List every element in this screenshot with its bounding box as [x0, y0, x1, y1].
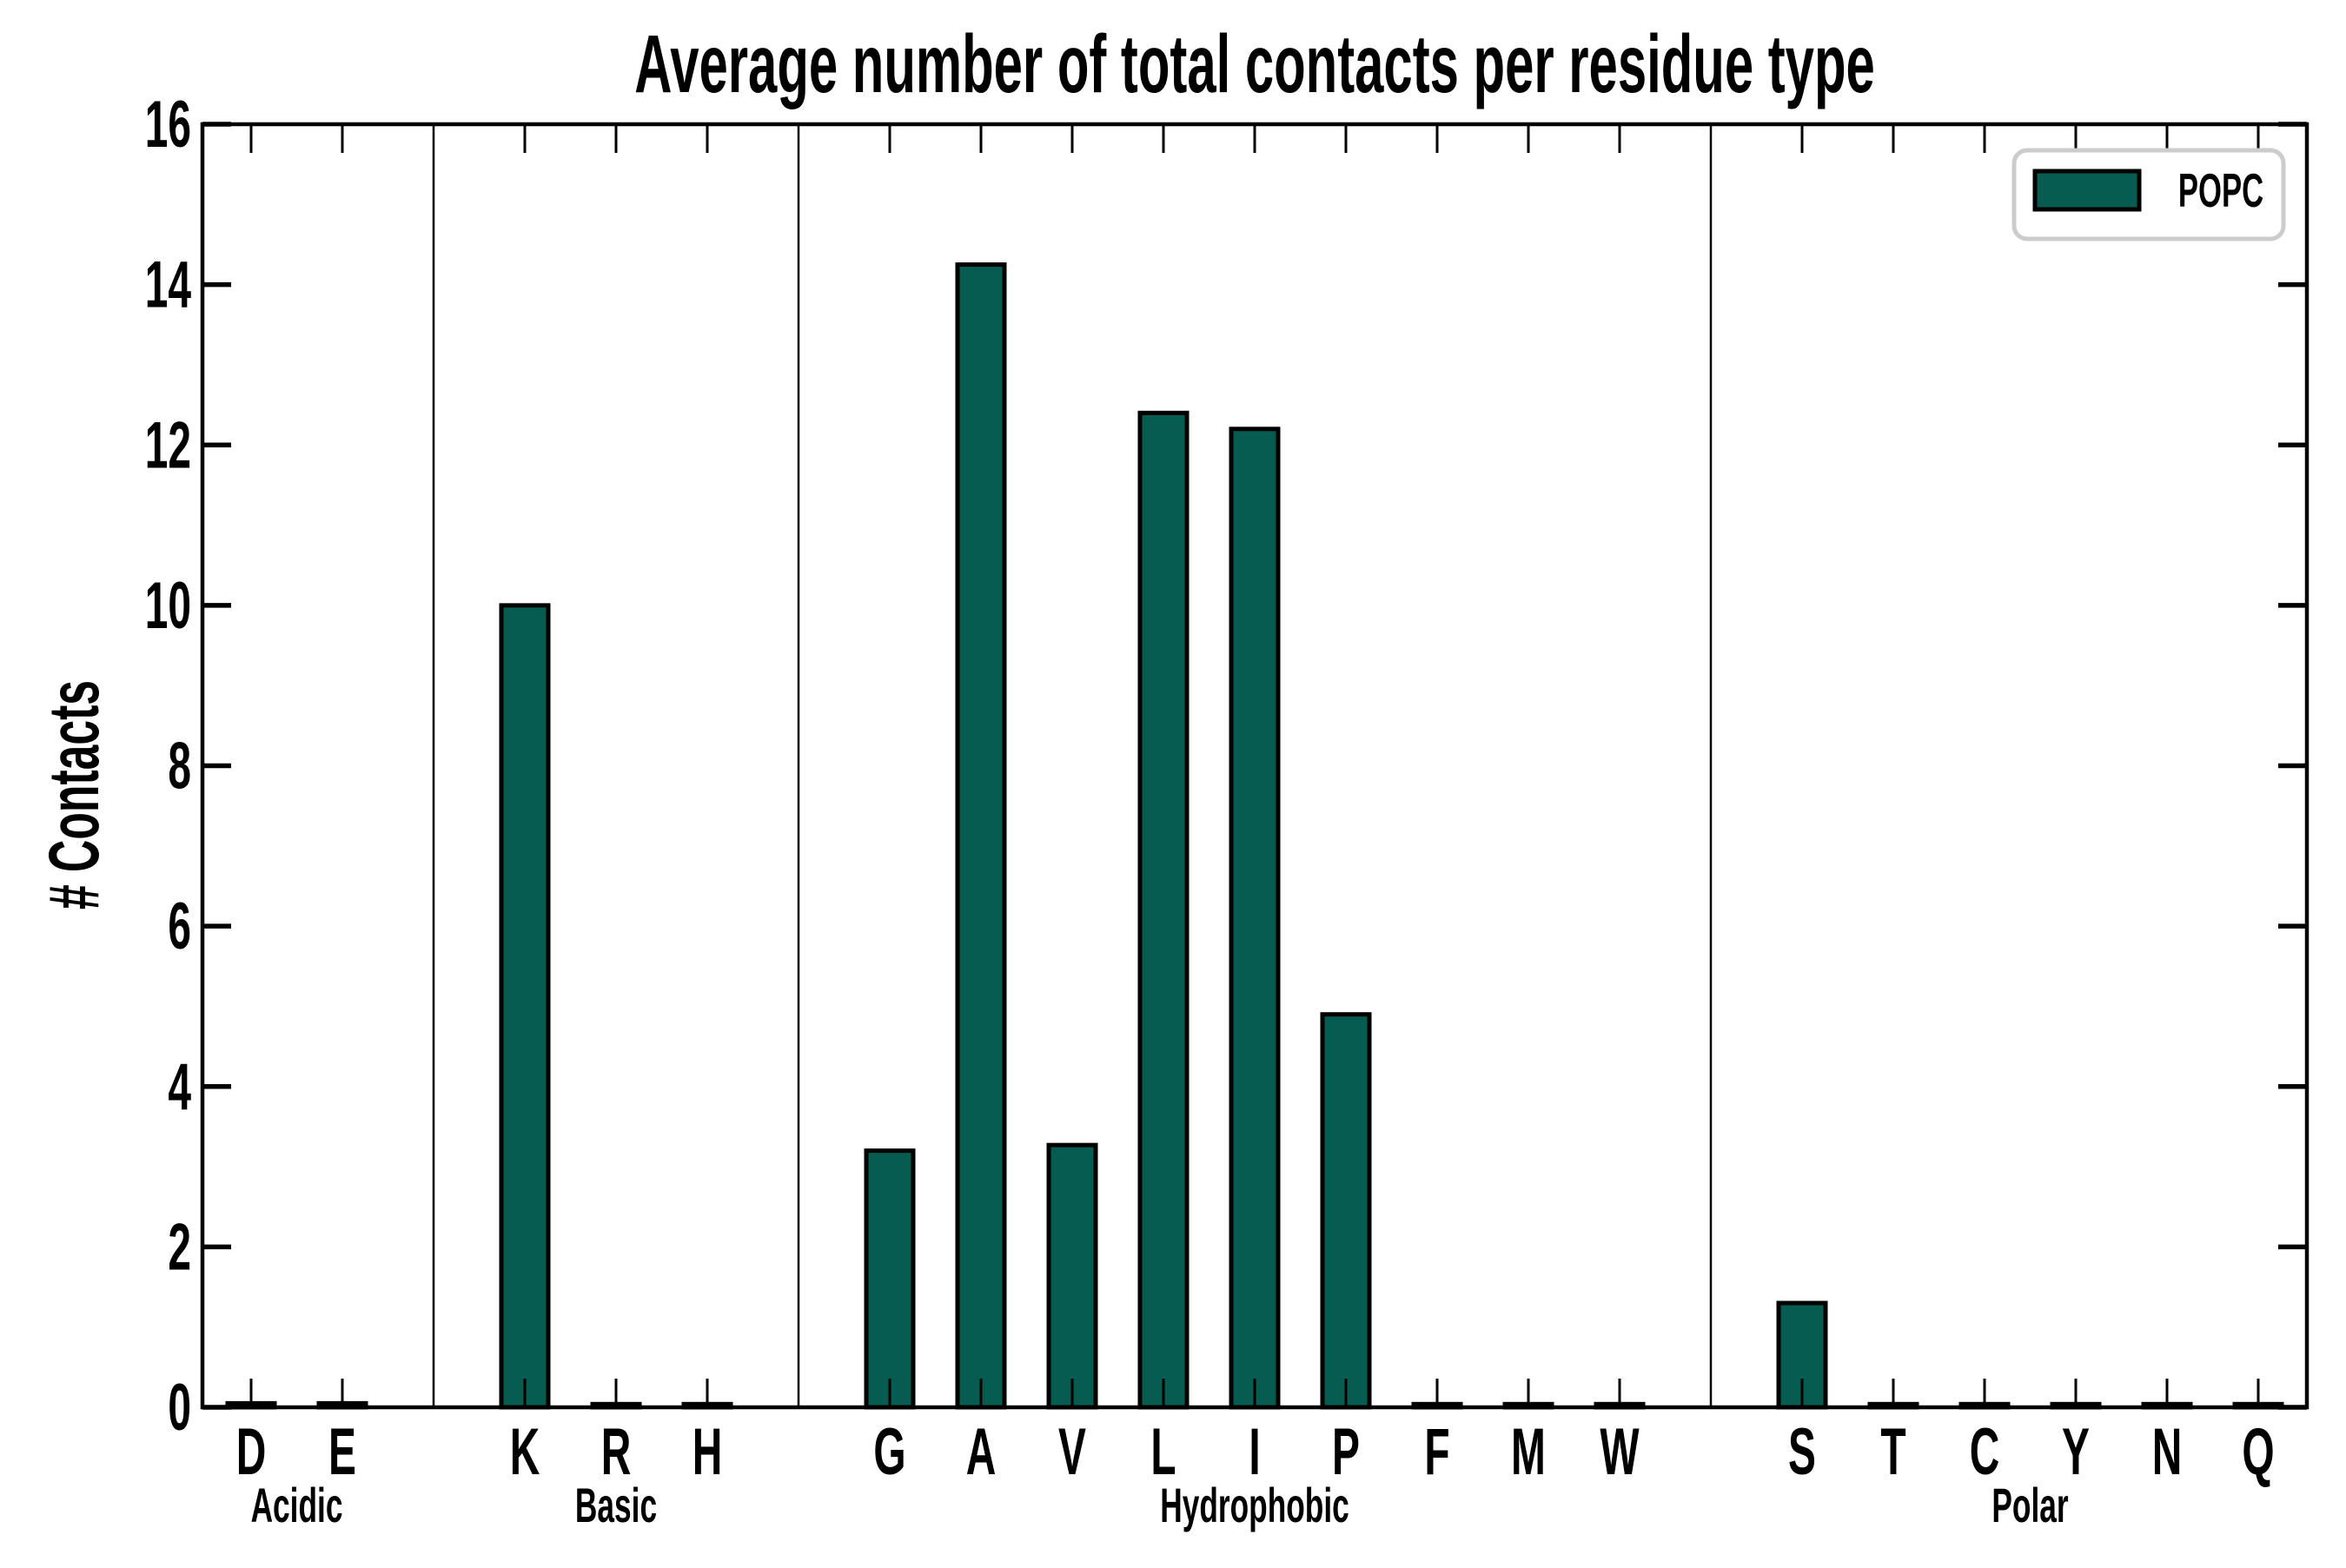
- bar-K: [499, 603, 551, 1410]
- group-label-acidic: Acidic: [251, 1479, 343, 1532]
- x-tick-label-C: C: [1970, 1416, 2000, 1489]
- y-tick-label-2: 2: [168, 1211, 191, 1284]
- x-tick-label-F: F: [1424, 1416, 1449, 1489]
- x-tick-label-Y: Y: [2062, 1416, 2090, 1489]
- bar-G: [864, 1148, 916, 1410]
- x-tick-label-H: H: [693, 1416, 723, 1489]
- x-tick-label-K: K: [510, 1416, 540, 1489]
- x-tick-label-I: I: [1249, 1416, 1260, 1489]
- x-tick-label-P: P: [1332, 1416, 1360, 1489]
- bar-L: [1137, 410, 1190, 1410]
- y-tick-label-0: 0: [168, 1372, 191, 1445]
- chart-title: Average number of total contacts per res…: [634, 17, 1875, 109]
- bar-V: [1046, 1142, 1098, 1410]
- x-tick-label-Q: Q: [2242, 1416, 2274, 1489]
- x-tick-label-L: L: [1150, 1416, 1176, 1489]
- y-axis-label: # Contacts: [34, 680, 114, 910]
- x-tick-label-E: E: [328, 1416, 356, 1489]
- y-tick-label-6: 6: [168, 890, 191, 963]
- legend-swatch-popc: [2032, 169, 2142, 212]
- bar-P: [1320, 1012, 1372, 1410]
- y-tick-label-10: 10: [145, 570, 191, 643]
- group-label-hydrophobic: Hydrophobic: [1160, 1479, 1349, 1532]
- x-tick-label-T: T: [1880, 1416, 1905, 1489]
- x-tick-label-S: S: [1788, 1416, 1816, 1489]
- bar-A: [955, 262, 1007, 1410]
- legend-label-popc: POPC: [2178, 163, 2263, 217]
- x-tick-label-R: R: [601, 1416, 632, 1489]
- x-tick-label-M: M: [1511, 1416, 1546, 1489]
- group-label-basic: Basic: [575, 1479, 657, 1532]
- x-tick-label-N: N: [2152, 1416, 2183, 1489]
- x-tick-label-D: D: [236, 1416, 267, 1489]
- y-tick-label-8: 8: [168, 730, 191, 803]
- legend: POPC: [2011, 148, 2286, 241]
- y-tick-label-4: 4: [168, 1051, 191, 1124]
- bar-I: [1229, 427, 1281, 1410]
- y-tick-label-12: 12: [145, 409, 191, 482]
- y-tick-label-16: 16: [145, 89, 191, 162]
- x-tick-label-A: A: [966, 1416, 997, 1489]
- x-tick-label-G: G: [873, 1416, 905, 1489]
- x-tick-label-W: W: [1600, 1416, 1639, 1489]
- plot-area: D E K R H G A V L I P F M W S T C Y N Q Acidic Basic Hydrophob…: [145, 89, 2310, 1532]
- y-tick-label-14: 14: [145, 249, 191, 322]
- group-label-polar: Polar: [1991, 1479, 2068, 1532]
- x-tick-label-V: V: [1058, 1416, 1086, 1489]
